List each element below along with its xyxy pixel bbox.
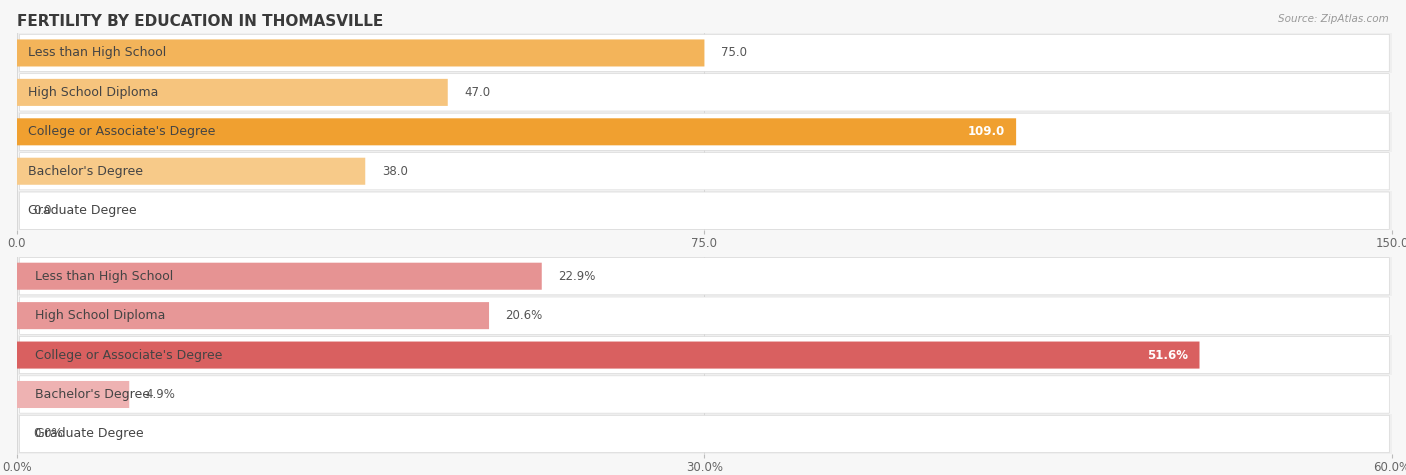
Bar xyxy=(17,112,1392,152)
FancyBboxPatch shape xyxy=(17,118,1017,145)
FancyBboxPatch shape xyxy=(17,158,366,185)
FancyBboxPatch shape xyxy=(20,113,1389,151)
Text: Less than High School: Less than High School xyxy=(28,47,166,59)
Text: 22.9%: 22.9% xyxy=(558,270,596,283)
Bar xyxy=(17,335,1392,375)
Text: 38.0: 38.0 xyxy=(381,165,408,178)
Text: Bachelor's Degree: Bachelor's Degree xyxy=(35,388,150,401)
FancyBboxPatch shape xyxy=(20,74,1389,111)
Bar xyxy=(17,375,1392,414)
Text: 47.0: 47.0 xyxy=(464,86,491,99)
FancyBboxPatch shape xyxy=(17,79,447,106)
FancyBboxPatch shape xyxy=(17,302,489,329)
Text: 0.0: 0.0 xyxy=(34,204,52,217)
Text: 20.6%: 20.6% xyxy=(506,309,543,322)
FancyBboxPatch shape xyxy=(20,34,1389,72)
FancyBboxPatch shape xyxy=(20,152,1389,190)
Text: 51.6%: 51.6% xyxy=(1147,349,1188,361)
Text: Source: ZipAtlas.com: Source: ZipAtlas.com xyxy=(1278,14,1389,24)
Text: College or Associate's Degree: College or Associate's Degree xyxy=(28,125,215,138)
Text: Graduate Degree: Graduate Degree xyxy=(28,204,136,217)
Text: College or Associate's Degree: College or Associate's Degree xyxy=(35,349,222,361)
FancyBboxPatch shape xyxy=(20,297,1389,334)
Bar xyxy=(17,191,1392,230)
Text: 4.9%: 4.9% xyxy=(146,388,176,401)
Bar xyxy=(17,414,1392,454)
FancyBboxPatch shape xyxy=(20,257,1389,295)
Text: FERTILITY BY EDUCATION IN THOMASVILLE: FERTILITY BY EDUCATION IN THOMASVILLE xyxy=(17,14,382,29)
Bar xyxy=(17,296,1392,335)
Text: High School Diploma: High School Diploma xyxy=(28,86,159,99)
FancyBboxPatch shape xyxy=(17,381,129,408)
FancyBboxPatch shape xyxy=(17,263,541,290)
Text: High School Diploma: High School Diploma xyxy=(35,309,166,322)
Bar xyxy=(17,33,1392,73)
Bar xyxy=(17,152,1392,191)
Text: 75.0: 75.0 xyxy=(721,47,747,59)
FancyBboxPatch shape xyxy=(20,192,1389,229)
Bar xyxy=(17,256,1392,296)
FancyBboxPatch shape xyxy=(17,39,704,66)
Text: Bachelor's Degree: Bachelor's Degree xyxy=(28,165,143,178)
Text: 0.0%: 0.0% xyxy=(34,428,63,440)
Bar xyxy=(17,73,1392,112)
FancyBboxPatch shape xyxy=(20,336,1389,374)
FancyBboxPatch shape xyxy=(20,376,1389,413)
FancyBboxPatch shape xyxy=(20,415,1389,453)
FancyBboxPatch shape xyxy=(17,342,1199,369)
Text: Graduate Degree: Graduate Degree xyxy=(35,428,143,440)
Text: Less than High School: Less than High School xyxy=(35,270,173,283)
Text: 109.0: 109.0 xyxy=(967,125,1005,138)
